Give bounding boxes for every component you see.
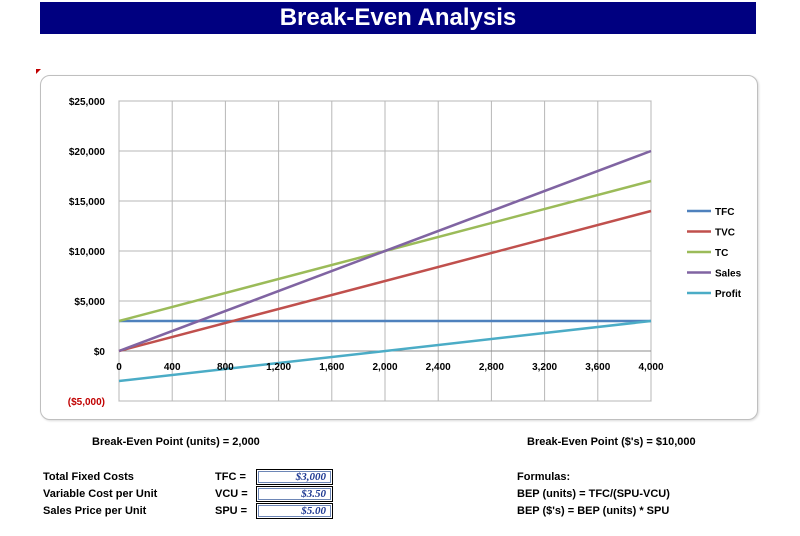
legend-label: Profit	[715, 289, 742, 300]
x-tick-label: 4,000	[638, 362, 663, 373]
x-tick-label: 2,400	[426, 362, 451, 373]
break-even-dollars: Break-Even Point ($'s) = $10,000	[527, 436, 696, 448]
legend-label: TC	[715, 248, 728, 259]
x-tick-label: 1,200	[266, 362, 291, 373]
x-axis-tick-labels: 0 400 800 1,200 1,600 2,000 2,400 2,800 3,200 3,6…	[116, 362, 664, 373]
y-tick-label: $5,000	[74, 297, 105, 308]
break-even-units: Break-Even Point (units) = 2,000	[92, 436, 260, 448]
input-label: Sales Price per Unit	[43, 505, 147, 517]
chart-area: ($5,000) $0 $5,000 $10,000 $15,000 $20,000 $25…	[40, 75, 758, 420]
tfc-value[interactable]: $3,000	[258, 471, 331, 483]
input-row-tfc: Total Fixed Costs TFC = $3,000 Formulas:	[0, 469, 800, 486]
x-tick-label: 2,800	[479, 362, 504, 373]
legend-label: TVC	[715, 228, 735, 239]
y-tick-label: $20,000	[69, 147, 106, 158]
spu-value[interactable]: $5.00	[258, 505, 331, 517]
series-line-sales	[118, 149, 652, 353]
x-tick-label: 1,600	[319, 362, 344, 373]
input-row-vcu: Variable Cost per Unit VCU = $3.50 BEP (…	[0, 486, 800, 503]
formulas-heading: Formulas:	[517, 471, 571, 483]
x-tick-label: 3,200	[532, 362, 557, 373]
y-tick-label: $0	[94, 347, 106, 358]
cell-comment-marker	[36, 69, 41, 74]
legend-label: Sales	[715, 269, 742, 280]
series-line-profit	[118, 319, 652, 383]
vcu-input[interactable]: $3.50	[256, 486, 333, 502]
formula-bep-dollars: BEP ($'s) = BEP (units) * SPU	[517, 505, 670, 517]
chart-legend: TFC TVC TC Sales Profit	[687, 207, 742, 300]
chart-series	[118, 149, 652, 383]
input-abbr: VCU =	[215, 488, 248, 500]
page-title: Break-Even Analysis	[40, 2, 756, 34]
x-tick-label: 400	[164, 362, 181, 373]
input-row-spu: Sales Price per Unit SPU = $5.00 BEP ($'…	[0, 503, 800, 520]
x-tick-label: 0	[116, 362, 122, 373]
legend-label: TFC	[715, 207, 734, 218]
series-line-tvc	[118, 209, 652, 353]
y-tick-label: ($5,000)	[68, 397, 105, 408]
y-tick-label: $15,000	[69, 197, 106, 208]
formula-bep-units: BEP (units) = TFC/(SPU-VCU)	[517, 488, 670, 500]
vcu-value[interactable]: $3.50	[258, 488, 331, 500]
x-tick-label: 2,000	[372, 362, 397, 373]
y-tick-label: $10,000	[69, 247, 106, 258]
input-label: Variable Cost per Unit	[43, 488, 158, 500]
x-tick-label: 800	[217, 362, 234, 373]
input-abbr: TFC =	[215, 471, 246, 483]
x-tick-label: 3,600	[585, 362, 610, 373]
y-axis-tick-labels: ($5,000) $0 $5,000 $10,000 $15,000 $20,000 $25…	[68, 97, 106, 408]
spu-input[interactable]: $5.00	[256, 503, 333, 519]
input-label: Total Fixed Costs	[43, 471, 134, 483]
tfc-input[interactable]: $3,000	[256, 469, 333, 485]
y-tick-label: $25,000	[69, 97, 106, 108]
break-even-chart: ($5,000) $0 $5,000 $10,000 $15,000 $20,000 $25…	[68, 97, 742, 408]
input-abbr: SPU =	[215, 505, 248, 517]
